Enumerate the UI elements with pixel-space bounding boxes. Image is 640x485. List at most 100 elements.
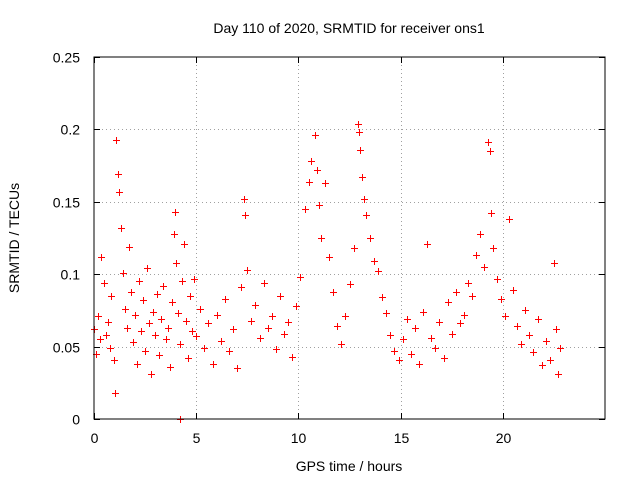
data-point (330, 289, 337, 296)
data-point (465, 280, 472, 287)
data-point (318, 235, 325, 242)
data-point (214, 312, 221, 319)
data-point (175, 310, 182, 317)
data-point (347, 281, 354, 288)
data-points (91, 121, 564, 423)
y-tick-label: 0.25 (53, 50, 80, 66)
grid (94, 57, 605, 419)
data-point (510, 287, 517, 294)
data-point (473, 252, 480, 259)
data-point (338, 341, 345, 348)
x-tick-label: 0 (91, 430, 99, 446)
axis-ticks (94, 57, 605, 420)
data-point (553, 326, 560, 333)
data-point (234, 365, 241, 372)
data-point (191, 276, 198, 283)
data-point (101, 280, 108, 287)
data-point (316, 202, 323, 209)
data-point (526, 332, 533, 339)
data-point (205, 320, 212, 327)
data-point (158, 316, 165, 323)
data-point (361, 196, 368, 203)
data-point (481, 264, 488, 271)
data-point (146, 320, 153, 327)
data-point (124, 325, 131, 332)
data-point (420, 309, 427, 316)
data-point (359, 174, 366, 181)
data-point (222, 296, 229, 303)
data-point (230, 326, 237, 333)
data-point (379, 294, 386, 301)
data-point (193, 333, 200, 340)
data-point (539, 362, 546, 369)
data-point (293, 303, 300, 310)
data-point (95, 313, 102, 320)
data-point (171, 231, 178, 238)
x-axis-label: GPS time / hours (296, 458, 403, 474)
y-tick-label: 0 (72, 412, 80, 428)
data-point (265, 325, 272, 332)
data-point (98, 254, 105, 261)
data-point (314, 167, 321, 174)
data-point (522, 307, 529, 314)
data-point (197, 306, 204, 313)
data-point (441, 355, 448, 362)
data-point (289, 354, 296, 361)
data-point (257, 335, 264, 342)
data-point (134, 361, 141, 368)
data-point (461, 312, 468, 319)
data-point (424, 241, 431, 248)
y-axis-label: SRMTID / TECUs (6, 183, 22, 293)
data-point (242, 212, 249, 219)
data-point (252, 302, 259, 309)
y-tick-label: 0.2 (61, 122, 81, 138)
data-point (179, 278, 186, 285)
data-point (356, 129, 363, 136)
data-point (371, 258, 378, 265)
data-point (351, 245, 358, 252)
data-point (416, 361, 423, 368)
data-point (498, 296, 505, 303)
data-point (428, 335, 435, 342)
data-point (277, 293, 284, 300)
data-point (469, 293, 476, 300)
data-point (165, 325, 172, 332)
data-point (518, 341, 525, 348)
data-point (111, 357, 118, 364)
data-point (138, 328, 145, 335)
data-point (488, 210, 495, 217)
data-point (326, 254, 333, 261)
data-point (297, 274, 304, 281)
data-point (185, 355, 192, 362)
data-point (244, 267, 251, 274)
data-point (367, 235, 374, 242)
axis-tick-labels: 0 5 10 15 20 0 0.05 0.1 0.15 0.2 0.25 (53, 50, 512, 447)
data-point (357, 147, 364, 154)
data-point (408, 351, 415, 358)
data-point (261, 280, 268, 287)
data-point (169, 299, 176, 306)
y-tick-label: 0.1 (61, 267, 81, 283)
data-point (400, 336, 407, 343)
data-point (150, 309, 157, 316)
data-point (183, 318, 190, 325)
data-point (322, 180, 329, 187)
data-point (122, 306, 129, 313)
data-point (281, 331, 288, 338)
data-point (514, 323, 521, 330)
data-point (152, 332, 159, 339)
data-point (487, 148, 494, 155)
data-point (273, 346, 280, 353)
data-point (218, 338, 225, 345)
data-point (108, 293, 115, 300)
data-point (396, 357, 403, 364)
plot-frame (93, 56, 606, 420)
x-tick-label: 20 (496, 430, 512, 446)
data-point (167, 364, 174, 371)
data-point (126, 244, 133, 251)
data-point (490, 245, 497, 252)
data-point (128, 289, 135, 296)
data-point (383, 310, 390, 317)
x-tick-label: 5 (193, 430, 201, 446)
data-point (115, 171, 122, 178)
